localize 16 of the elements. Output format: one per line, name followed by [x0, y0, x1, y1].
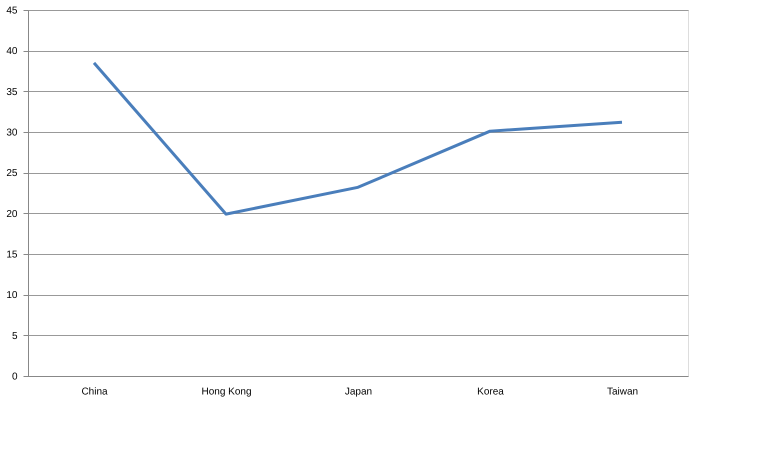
- y-tick-label: 15: [6, 250, 18, 260]
- x-tick-label: Hong Kong: [201, 386, 252, 398]
- y-tick-label: 0: [12, 372, 18, 382]
- y-tick-label: 45: [6, 6, 18, 16]
- x-tick-label: Taiwan: [606, 386, 638, 398]
- y-tick-label: 20: [6, 208, 18, 220]
- y-tick-label: 10: [6, 290, 18, 302]
- x-tick-label: Japan: [344, 386, 372, 398]
- y-tick-label: 5: [12, 330, 18, 342]
- y-tick-label: 35: [6, 86, 18, 98]
- y-tick-label: 25: [6, 168, 18, 180]
- y-tick-label: 30: [6, 128, 18, 138]
- line-series: [92, 61, 624, 216]
- x-tick-label: Korea: [477, 386, 504, 398]
- x-tick-label: China: [81, 386, 108, 398]
- y-tick-label: 40: [6, 46, 18, 58]
